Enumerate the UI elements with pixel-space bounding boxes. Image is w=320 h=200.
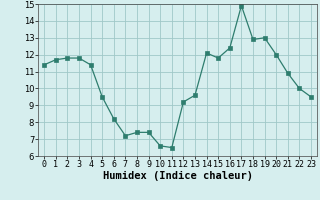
X-axis label: Humidex (Indice chaleur): Humidex (Indice chaleur) (103, 171, 252, 181)
